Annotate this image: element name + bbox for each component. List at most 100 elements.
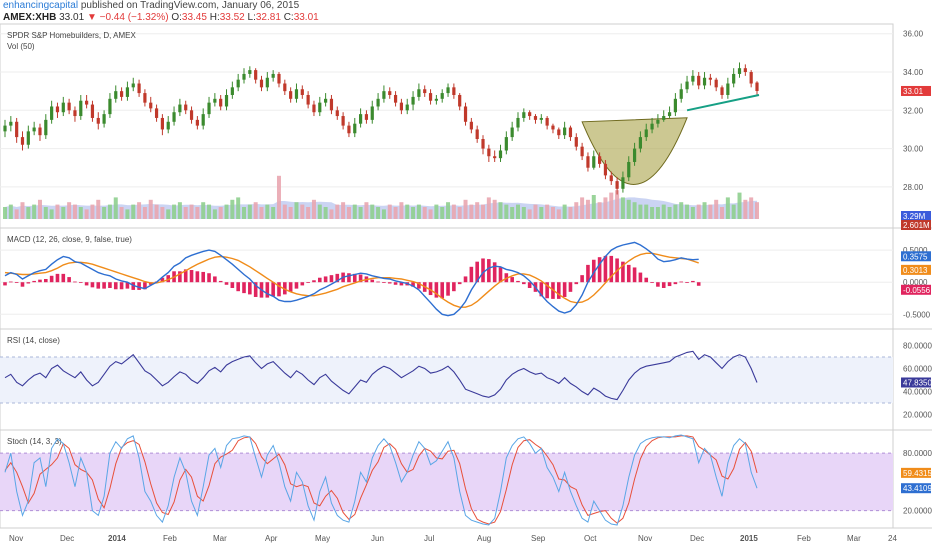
macd-histogram-bar [382, 282, 386, 284]
macd-histogram-bar [434, 282, 439, 298]
candle-body [452, 87, 456, 95]
candle-body [219, 98, 223, 107]
macd-histogram-bar [143, 282, 147, 290]
volume-bar [218, 207, 223, 219]
volume-bar [399, 202, 404, 219]
macd-histogram-bar [632, 267, 637, 283]
macd-histogram-bar [230, 282, 235, 288]
volume-bar [720, 207, 725, 219]
stoch-d-badge: 59.4315 [903, 469, 932, 478]
candle-body [44, 119, 48, 136]
candle-body [732, 73, 736, 84]
candle-body [574, 137, 578, 147]
macd-histogram-bar [265, 282, 270, 298]
macd-histogram-bar [417, 282, 421, 289]
price-tick-label: 32.00 [903, 106, 924, 115]
volume-bar [55, 204, 60, 219]
candle-body [15, 121, 19, 138]
stoch-k-line [4, 434, 758, 526]
macd-histogram-bar [516, 280, 520, 283]
candle-body [399, 102, 404, 111]
macd-histogram-bar [189, 270, 194, 283]
candle-body [306, 94, 310, 105]
volume-bar [685, 204, 690, 219]
macd-histogram-bar [387, 282, 392, 284]
macd-histogram-bar [638, 272, 643, 283]
macd-histogram-bar [84, 282, 89, 286]
candle-body [114, 91, 118, 99]
macd-histogram-bar [306, 282, 310, 284]
volume-bar [107, 204, 112, 219]
candle-body [580, 146, 584, 157]
low-label: L: [247, 12, 256, 23]
candle-body [324, 98, 328, 103]
price-tick-label: 30.00 [903, 145, 924, 154]
volume-bar [667, 207, 672, 219]
macd-histogram-bar [125, 282, 130, 289]
stoch-band [0, 453, 893, 511]
author-link[interactable]: enhancingcapital [3, 0, 79, 11]
macd-tick-label: 0.0000 [903, 278, 928, 287]
candle-body [184, 104, 188, 111]
volume-bar [137, 202, 142, 219]
volume-bar [702, 202, 707, 219]
stoch-tick-label: 80.0000 [903, 449, 932, 458]
macd-histogram-bar [137, 282, 141, 290]
volume-bar [580, 197, 585, 219]
macd-histogram-bar [685, 282, 689, 284]
candle-body [289, 91, 293, 99]
volume-bar [405, 204, 410, 219]
macd-histogram-bar [347, 273, 351, 283]
macd-histogram-bar [539, 282, 544, 297]
candle-body [440, 93, 444, 99]
volume-bar [585, 199, 590, 219]
volume-bar [731, 204, 736, 219]
volume-bar [714, 199, 719, 219]
candle-body [592, 156, 596, 168]
macd-histogram-bar [556, 282, 561, 299]
candle-body [347, 125, 351, 134]
volume-bar [655, 207, 660, 219]
volume-bar [615, 190, 620, 219]
candle-body [493, 156, 497, 159]
macd-histogram-bar [446, 282, 450, 296]
volume-bar [172, 204, 177, 219]
time-axis-label: Sep [531, 534, 546, 543]
macd-histogram-bar [487, 259, 491, 283]
price-tick-label: 36.00 [903, 30, 924, 39]
volume-bar [545, 204, 550, 219]
macd-histogram-bar [597, 257, 602, 283]
publish-line: enhancingcapital published on TradingVie… [3, 0, 932, 12]
candle-body [38, 127, 42, 136]
volume-bar [212, 209, 217, 219]
candle-body [85, 100, 89, 105]
candle-body [294, 89, 299, 99]
macd-histogram-bar [370, 279, 375, 283]
volume-bar [224, 204, 229, 219]
volume-bar [620, 197, 625, 219]
macd-histogram-bar [591, 259, 596, 283]
macd-histogram-bar [248, 282, 252, 295]
volume-bar [119, 207, 124, 219]
time-axis-label: Mar [847, 534, 861, 543]
macd-histogram-bar [3, 282, 7, 286]
volume-bar [661, 204, 666, 219]
candle-body [458, 94, 462, 107]
macd-histogram-bar [696, 282, 701, 286]
candle-body [55, 106, 60, 113]
macd-tick-label: -0.5000 [903, 310, 931, 319]
macd-line [4, 241, 699, 317]
volume-bar [329, 209, 334, 219]
macd-histogram-bar [201, 271, 206, 283]
candle-body [702, 77, 707, 86]
volume-bar [32, 204, 37, 219]
macd-histogram-bar [586, 264, 590, 283]
candle-body [230, 87, 234, 95]
macd-signal-line [4, 252, 699, 308]
macd-histogram-bar [207, 273, 211, 283]
macd-histogram-bar [108, 282, 112, 288]
macd-histogram-bar [294, 282, 299, 289]
candle-body [283, 83, 287, 92]
candle-body [26, 131, 30, 145]
